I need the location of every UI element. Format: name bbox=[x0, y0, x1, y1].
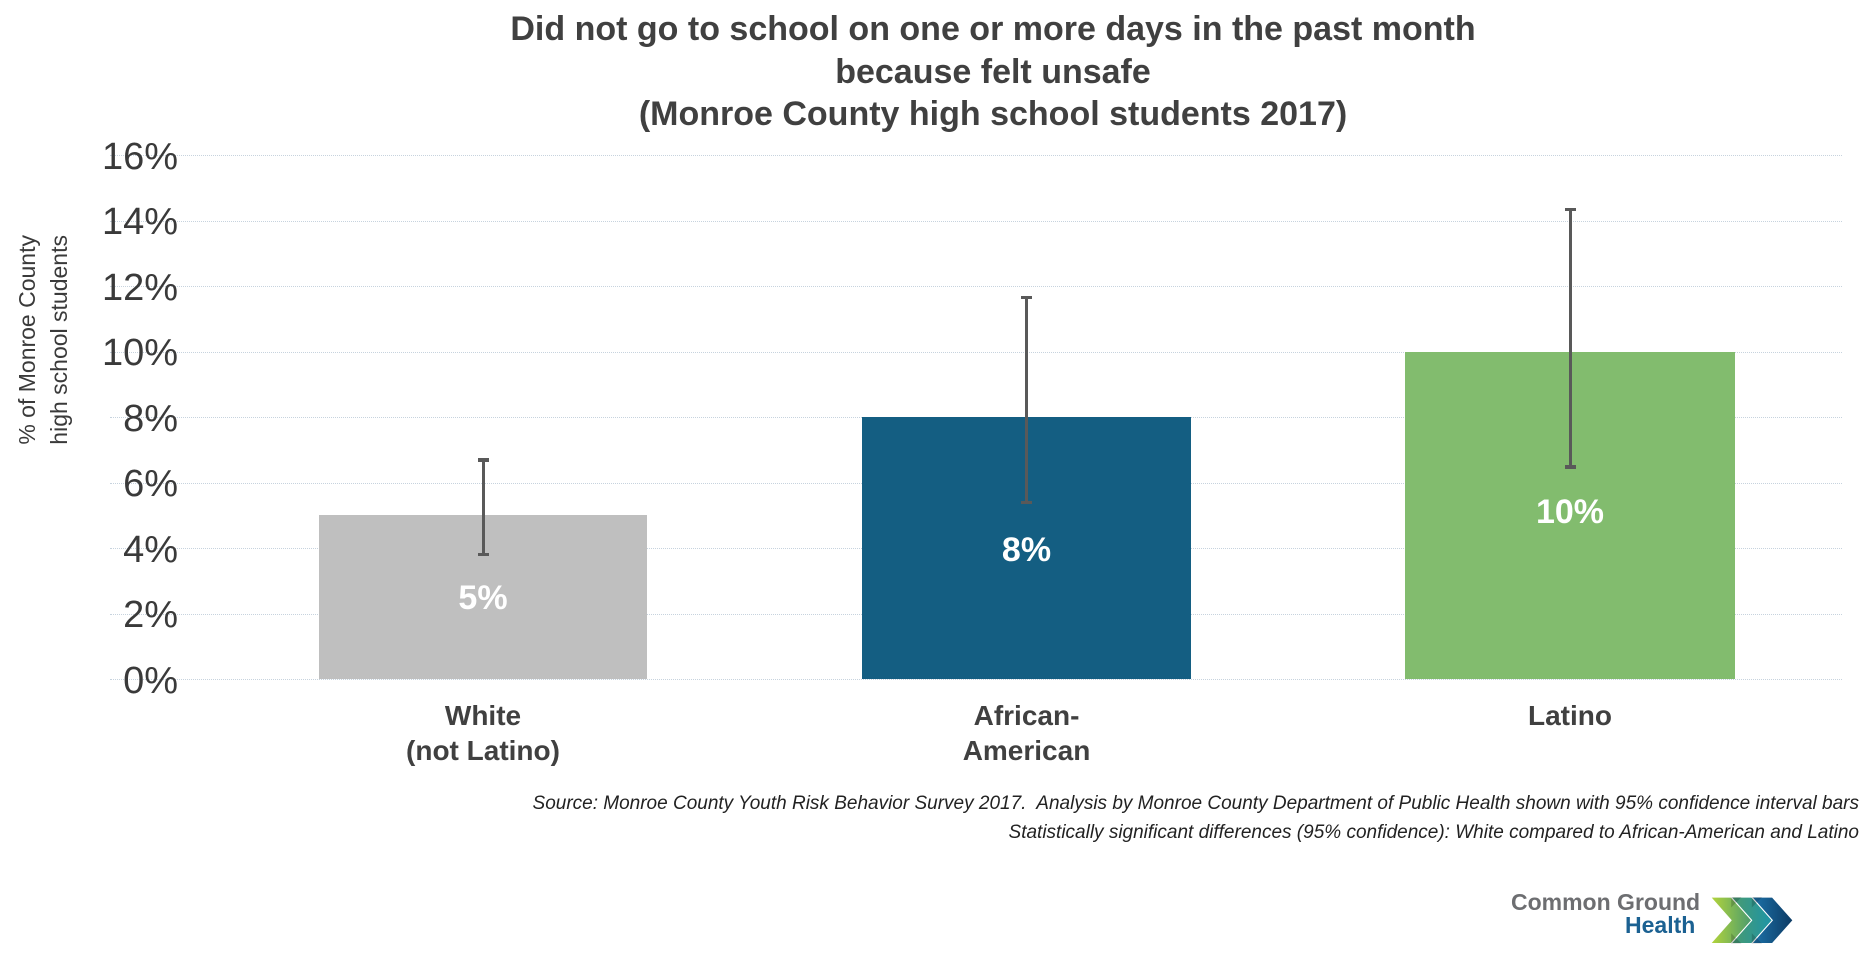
svg-text:Health: Health bbox=[1625, 912, 1695, 938]
